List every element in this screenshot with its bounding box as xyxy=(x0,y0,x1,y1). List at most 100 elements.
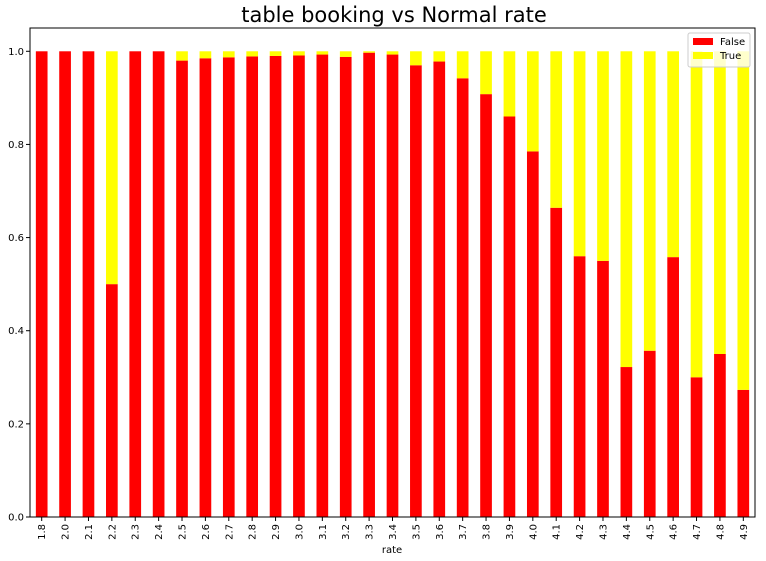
x-tick-label: 2.4 xyxy=(154,524,165,540)
x-tick-label: 2.3 xyxy=(131,524,142,540)
legend-label-true: True xyxy=(719,51,741,62)
bar-true-2.8 xyxy=(246,51,259,57)
bar-true-3.1 xyxy=(316,51,329,55)
x-tick-label: 1.8 xyxy=(37,524,48,540)
bar-false-3.2 xyxy=(339,56,352,518)
x-tick-label: 4.9 xyxy=(739,524,750,540)
x-axis-label: rate xyxy=(382,545,402,556)
bar-true-4.6 xyxy=(667,51,679,258)
x-tick-label: 3.4 xyxy=(388,524,399,540)
bar-false-2.2 xyxy=(106,284,118,517)
bar-false-4.4 xyxy=(620,367,633,517)
bar-false-4.5 xyxy=(643,350,656,517)
bar-false-4.1 xyxy=(550,207,563,517)
bar-false-4.6 xyxy=(667,257,679,517)
bar-false-2.4 xyxy=(152,51,165,517)
x-tick-label: 4.0 xyxy=(528,524,539,540)
bar-false-3.9 xyxy=(503,116,516,518)
legend-swatch-false xyxy=(693,38,713,45)
bar-false-3.6 xyxy=(433,61,446,517)
bar-false-2.1 xyxy=(82,51,95,517)
x-tick-label: 3.1 xyxy=(318,524,329,540)
bar-true-4.9 xyxy=(737,51,750,390)
bar-false-2.0 xyxy=(59,51,71,517)
bar-true-3.9 xyxy=(503,51,516,117)
bar-false-4.8 xyxy=(714,354,726,517)
bar-false-3.7 xyxy=(456,78,469,518)
bar-true-3.0 xyxy=(293,51,305,56)
x-tick-label: 4.5 xyxy=(645,524,656,540)
bar-true-2.7 xyxy=(222,51,235,58)
bar-true-2.9 xyxy=(269,51,282,56)
x-tick-label: 2.5 xyxy=(178,524,189,540)
bar-false-2.8 xyxy=(246,56,259,517)
bar-true-3.5 xyxy=(410,51,422,66)
bar-false-3.5 xyxy=(410,65,422,517)
bar-false-2.3 xyxy=(129,51,142,517)
bar-true-4.2 xyxy=(573,51,586,257)
y-tick-label: 0.8 xyxy=(8,140,24,151)
x-tick-label: 2.9 xyxy=(271,524,282,540)
x-tick-label: 2.8 xyxy=(248,524,259,540)
x-tick-label: 4.3 xyxy=(598,524,609,540)
bar-true-3.4 xyxy=(386,51,399,55)
bar-false-3.8 xyxy=(480,94,492,517)
bar-true-2.2 xyxy=(106,51,118,285)
legend-swatch-true xyxy=(693,52,713,59)
x-tick-label: 3.6 xyxy=(435,524,446,540)
x-tick-label: 3.0 xyxy=(294,524,305,540)
x-tick-label: 3.3 xyxy=(365,524,376,540)
bar-true-3.7 xyxy=(456,51,469,79)
x-tick-label: 3.7 xyxy=(458,524,469,540)
chart-title: table booking vs Normal rate xyxy=(241,3,547,27)
legend-label-false: False xyxy=(720,37,745,48)
bar-true-3.2 xyxy=(339,51,352,57)
bar-false-2.5 xyxy=(176,60,188,517)
x-tick-label: 3.9 xyxy=(505,524,516,540)
bar-false-2.7 xyxy=(222,57,235,518)
legend: False True xyxy=(687,32,751,68)
bar-true-3.3 xyxy=(363,51,375,53)
y-tick-label: 0.2 xyxy=(8,419,24,430)
x-tick-label: 2.1 xyxy=(84,524,95,540)
bar-false-3.4 xyxy=(386,54,399,518)
bar-true-2.5 xyxy=(176,51,188,61)
x-tick-label: 2.7 xyxy=(224,524,235,540)
bar-false-3.1 xyxy=(316,54,329,518)
x-tick-label: 4.4 xyxy=(622,524,633,540)
bars-group xyxy=(35,51,750,518)
bar-false-4.0 xyxy=(526,151,539,517)
x-axis: 1.8 2.0 2.1 2.2 2.3 2.4 2.5 2.6 2.7 2.8 2.9 3.0 3.1 3… xyxy=(37,517,750,540)
x-tick-label: 4.2 xyxy=(575,524,586,540)
bar-false-4.9 xyxy=(737,389,750,517)
bar-true-2.6 xyxy=(199,51,212,59)
x-tick-label: 3.8 xyxy=(482,524,493,540)
bar-false-4.2 xyxy=(573,256,586,517)
bar-false-4.3 xyxy=(597,260,609,517)
x-tick-label: 2.0 xyxy=(61,524,72,540)
x-tick-label: 2.6 xyxy=(201,524,212,540)
bar-false-4.7 xyxy=(690,377,703,517)
bar-true-4.7 xyxy=(690,51,703,378)
bar-false-2.9 xyxy=(269,55,282,517)
bar-false-3.0 xyxy=(293,55,305,517)
plot-frame xyxy=(29,27,756,518)
x-tick-label: 3.2 xyxy=(341,524,352,540)
x-tick-label: 4.1 xyxy=(552,524,563,540)
x-tick-label: 3.5 xyxy=(411,524,422,540)
bar-false-1.8 xyxy=(35,51,48,517)
bar-false-3.3 xyxy=(363,52,375,518)
x-tick-label: 4.8 xyxy=(715,524,726,540)
bar-true-4.8 xyxy=(714,51,726,354)
bar-false-2.6 xyxy=(199,58,212,518)
y-tick-label: 1.0 xyxy=(8,47,24,58)
bar-true-4.4 xyxy=(620,51,633,368)
y-axis: 0.0 0.2 0.4 0.6 0.8 1.0 xyxy=(8,47,30,524)
bar-true-4.3 xyxy=(597,51,609,261)
x-tick-label: 4.7 xyxy=(692,524,703,540)
x-tick-label: 2.2 xyxy=(107,524,118,540)
y-tick-label: 0.0 xyxy=(8,513,24,524)
bar-true-3.6 xyxy=(433,51,446,62)
y-tick-label: 0.4 xyxy=(8,326,24,337)
